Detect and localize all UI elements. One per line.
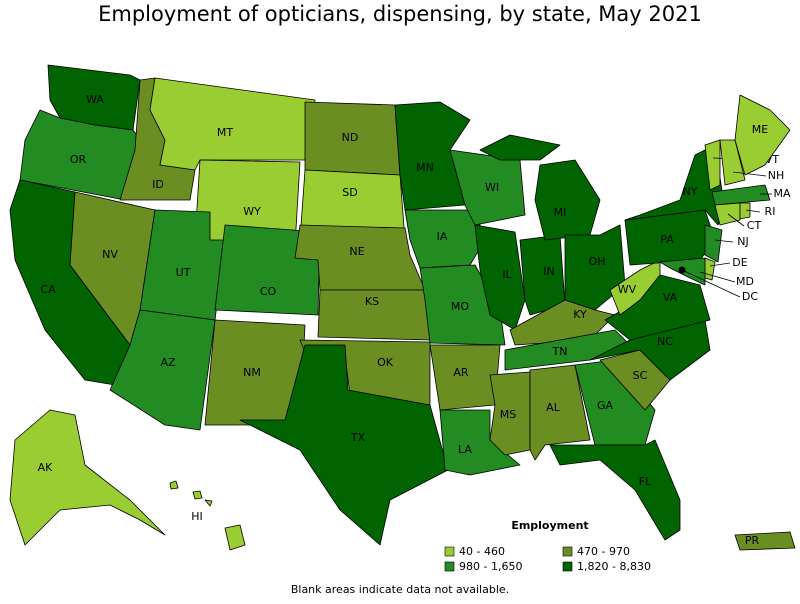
- state-label: CO: [260, 285, 277, 298]
- state-label: CA: [40, 283, 56, 296]
- legend-swatch: [562, 546, 573, 557]
- state-shape: [714, 202, 741, 226]
- legend-label: 980 - 1,650: [459, 560, 522, 573]
- state-label: AK: [38, 461, 54, 474]
- state-label: WV: [618, 283, 637, 296]
- state-label: ND: [342, 131, 359, 144]
- state-label: DE: [732, 256, 747, 269]
- leader-line: [681, 269, 741, 298]
- leader-line: [714, 239, 734, 243]
- state-label: KS: [365, 295, 379, 308]
- state-label: NY: [683, 185, 698, 198]
- state-label: SD: [342, 186, 357, 199]
- state-label: LA: [458, 443, 472, 456]
- state-label: IN: [543, 265, 554, 278]
- state-label: AR: [453, 366, 469, 379]
- state-label: NH: [768, 169, 785, 182]
- state-label: AL: [546, 401, 561, 414]
- legend-title: Employment: [511, 519, 588, 532]
- state-label: PA: [660, 233, 674, 246]
- legend-swatch: [562, 561, 573, 572]
- state-label: MA: [773, 187, 790, 200]
- state-shape: [192, 490, 203, 500]
- state-label: WY: [243, 205, 261, 218]
- state-label: OK: [377, 356, 394, 369]
- leader-line: [709, 262, 731, 267]
- state-label: MD: [736, 275, 754, 288]
- state-shape: [734, 531, 796, 551]
- state-label: NC: [657, 335, 673, 348]
- state-label: GA: [597, 399, 614, 412]
- state-label: ID: [152, 178, 164, 191]
- state-label: VA: [663, 291, 678, 304]
- state-shape: [9, 409, 166, 546]
- state-shape: [169, 480, 179, 490]
- state-shape: [239, 344, 449, 546]
- state-label: FL: [639, 475, 652, 488]
- state-label: CT: [747, 219, 762, 232]
- state-label: MN: [416, 161, 434, 174]
- state-label: TX: [350, 431, 366, 444]
- state-shape: [704, 224, 723, 263]
- state-label: NE: [349, 245, 364, 258]
- state-label: IL: [502, 268, 512, 281]
- legend-swatch: [444, 561, 455, 572]
- state-label: ME: [752, 123, 768, 136]
- state-label: RI: [765, 205, 776, 218]
- state-label: DC: [742, 290, 758, 303]
- state-shape: [711, 184, 771, 206]
- legend-swatch: [444, 546, 455, 557]
- leader-line: [727, 213, 745, 227]
- state-label: MS: [500, 408, 516, 421]
- state-label: MO: [451, 300, 469, 313]
- state-label: NM: [243, 366, 261, 379]
- state-label: MT: [217, 126, 233, 139]
- legend-label: 1,820 - 8,830: [577, 560, 651, 573]
- state-label: TN: [552, 345, 568, 358]
- state-label: HI: [191, 510, 203, 523]
- state-label: WI: [485, 181, 499, 194]
- state-label: MI: [554, 206, 567, 219]
- state-shape: [204, 499, 213, 507]
- state-shape: [479, 134, 561, 161]
- legend-label: 40 - 460: [459, 545, 505, 558]
- state-label: PR: [745, 534, 760, 547]
- leader-line: [745, 209, 761, 213]
- state-shape: [149, 77, 316, 171]
- state-shape: [534, 159, 601, 241]
- state-label: IA: [437, 230, 448, 243]
- map-title: Employment of opticians, dispensing, by …: [98, 2, 702, 26]
- state-label: OH: [589, 255, 606, 268]
- state-label: WA: [86, 93, 104, 106]
- state-shape: [214, 224, 321, 316]
- state-shape: [439, 409, 521, 476]
- leader-line: [699, 271, 736, 283]
- legend-label: 470 - 970: [577, 545, 630, 558]
- state-shape: [704, 139, 721, 191]
- state-label: NV: [102, 248, 118, 261]
- state-shape: [704, 257, 716, 281]
- state-label: AZ: [160, 356, 176, 369]
- state-shape: [719, 139, 746, 186]
- state-label: UT: [176, 266, 191, 279]
- state-shape: [739, 202, 751, 220]
- state-shape: [224, 524, 246, 551]
- state-shape: [734, 94, 791, 176]
- state-label: SC: [633, 369, 648, 382]
- state-label: KY: [573, 308, 587, 321]
- state-label: NJ: [737, 235, 748, 248]
- state-label: OR: [70, 153, 87, 166]
- footnote: Blank areas indicate data not available.: [291, 583, 509, 596]
- state-shape: [609, 259, 661, 316]
- leader-line: [732, 171, 767, 177]
- state-shape: [549, 439, 681, 541]
